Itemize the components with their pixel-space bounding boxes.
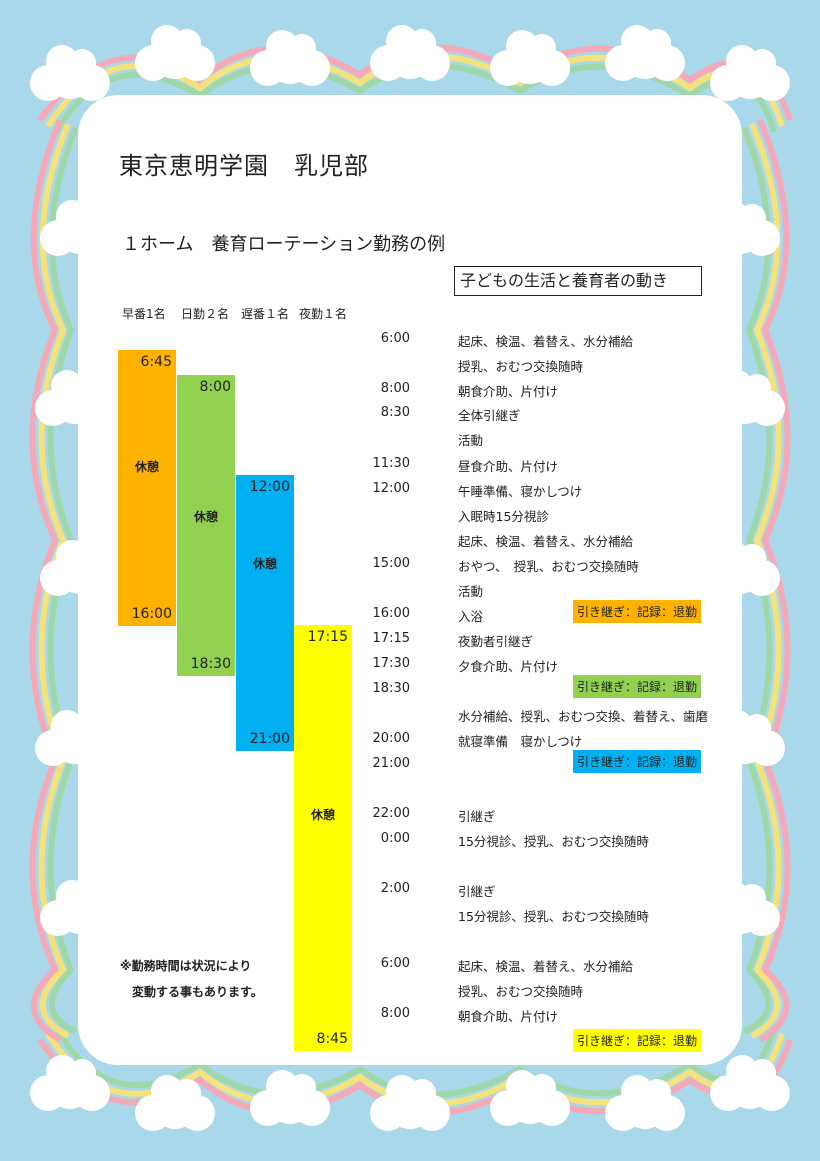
activity-text: 活動 (458, 584, 484, 599)
activity-text: 引継ぎ (458, 809, 496, 824)
shift-bar-early: 6:45 休憩 16:00 (118, 350, 176, 626)
shift-end: 16:00 (131, 606, 172, 622)
time-label: 22:00 (372, 806, 410, 821)
time-label: 6:00 (380, 956, 410, 971)
column-header-late: 遅番１名 (241, 307, 290, 321)
handoff-badge-night: 引き継ぎ：記録：退勤 (573, 1029, 702, 1052)
activity-text: 授乳、おむつ交換随時 (458, 359, 584, 374)
time-label: 6:00 (380, 331, 410, 346)
time-label: 16:00 (372, 606, 410, 621)
shift-start: 17:15 (307, 629, 348, 645)
shift-bar-late: 12:00 休憩 21:00 (236, 475, 294, 751)
rest-label: 休憩 (310, 808, 335, 822)
handoff-badge-day: 引き継ぎ：記録：退勤 (573, 675, 702, 698)
page-title: 東京恵明学園 乳児部 (119, 152, 369, 180)
column-header-early: 早番1名 (122, 307, 166, 321)
activity-text: 活動 (458, 433, 484, 448)
time-label: 11:30 (372, 456, 410, 471)
time-label: 12:00 (372, 481, 410, 496)
shift-bar-day: 8:00 休憩 18:30 (177, 375, 235, 676)
activity-text: 15分視診、授乳、おむつ交換随時 (458, 834, 649, 849)
shift-start: 8:00 (199, 379, 231, 395)
time-label: 8:00 (380, 1006, 410, 1021)
shift-bar-night: 17:15 休憩 8:45 (294, 625, 352, 1051)
shift-start: 6:45 (140, 354, 172, 370)
activity-text: 入眠時15分視診 (458, 509, 549, 524)
activity-text: 起床、検温、着替え、水分補給 (458, 959, 634, 974)
activity-text: 午睡準備、寝かしつけ (458, 484, 583, 499)
activity-text: 昼食介助、片付け (458, 459, 559, 474)
activity-text: 起床、検温、着替え、水分補給 (458, 534, 634, 549)
activity-text: 起床、検温、着替え、水分補給 (458, 334, 634, 349)
activity-text: 朝食介助、片付け (458, 1009, 559, 1024)
activity-text: 夕食介助、片付け (458, 659, 559, 674)
activity-text: 全体引継ぎ (458, 408, 521, 423)
column-header-night: 夜勤１名 (299, 307, 348, 321)
column-header-day: 日勤２名 (181, 307, 230, 321)
time-label: 21:00 (372, 756, 410, 771)
time-label: 8:30 (380, 405, 410, 420)
time-label: 0:00 (380, 831, 410, 846)
activity-text: 就寝準備 寝かしつけ (458, 734, 583, 749)
activity-text: 夜勤者引継ぎ (458, 634, 534, 649)
time-label: 17:30 (372, 656, 410, 671)
rest-label: 休憩 (134, 460, 159, 474)
handoff-badge-early: 引き継ぎ：記録：退勤 (573, 600, 702, 623)
handoff-badge-late: 引き継ぎ：記録：退勤 (573, 750, 702, 773)
shift-end: 8:45 (316, 1031, 348, 1047)
note-line-1: ※勤務時間は状況により (120, 959, 252, 973)
rest-label: 休憩 (252, 557, 277, 571)
activity-text: 引継ぎ (458, 884, 496, 899)
time-label: 17:15 (372, 631, 410, 646)
shift-end: 21:00 (249, 731, 290, 747)
activity-text: 入浴 (458, 609, 484, 624)
rest-label: 休憩 (193, 510, 218, 524)
time-label: 15:00 (372, 556, 410, 571)
shift-start: 12:00 (249, 479, 290, 495)
shift-end: 18:30 (190, 656, 231, 672)
section-box-title: 子どもの生活と養育者の動き (454, 266, 702, 296)
time-label: 2:00 (380, 881, 410, 896)
note-line-2: 変動する事もあります。 (132, 985, 263, 999)
time-label: 8:00 (380, 381, 410, 396)
activity-text: おやつ、 授乳、おむつ交換随時 (458, 559, 639, 574)
time-label: 18:30 (372, 681, 410, 696)
page-subtitle: １ホーム 養育ローテーション勤務の例 (122, 234, 446, 255)
activity-text: 水分補給、授乳、おむつ交換、着替え、歯磨 (458, 709, 709, 724)
activity-text: 朝食介助、片付け (458, 384, 559, 399)
activity-text: 15分視診、授乳、おむつ交換随時 (458, 909, 649, 924)
time-label: 20:00 (372, 731, 410, 746)
activity-text: 授乳、おむつ交換随時 (458, 984, 584, 999)
